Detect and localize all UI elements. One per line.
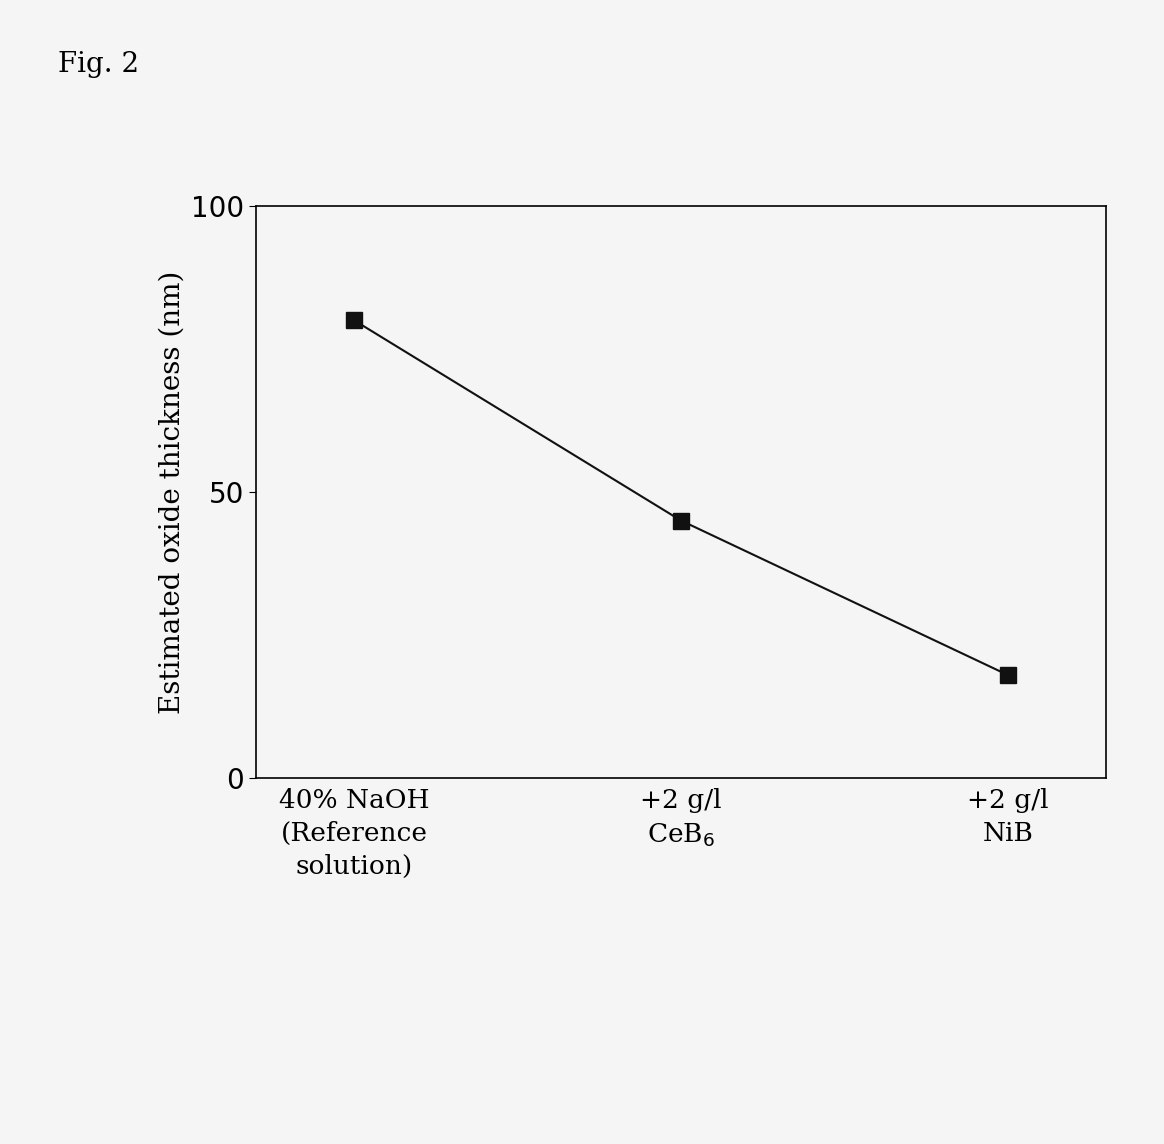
Text: Fig. 2: Fig. 2 bbox=[58, 51, 140, 79]
Y-axis label: Estimated oxide thickness (nm): Estimated oxide thickness (nm) bbox=[158, 270, 185, 714]
